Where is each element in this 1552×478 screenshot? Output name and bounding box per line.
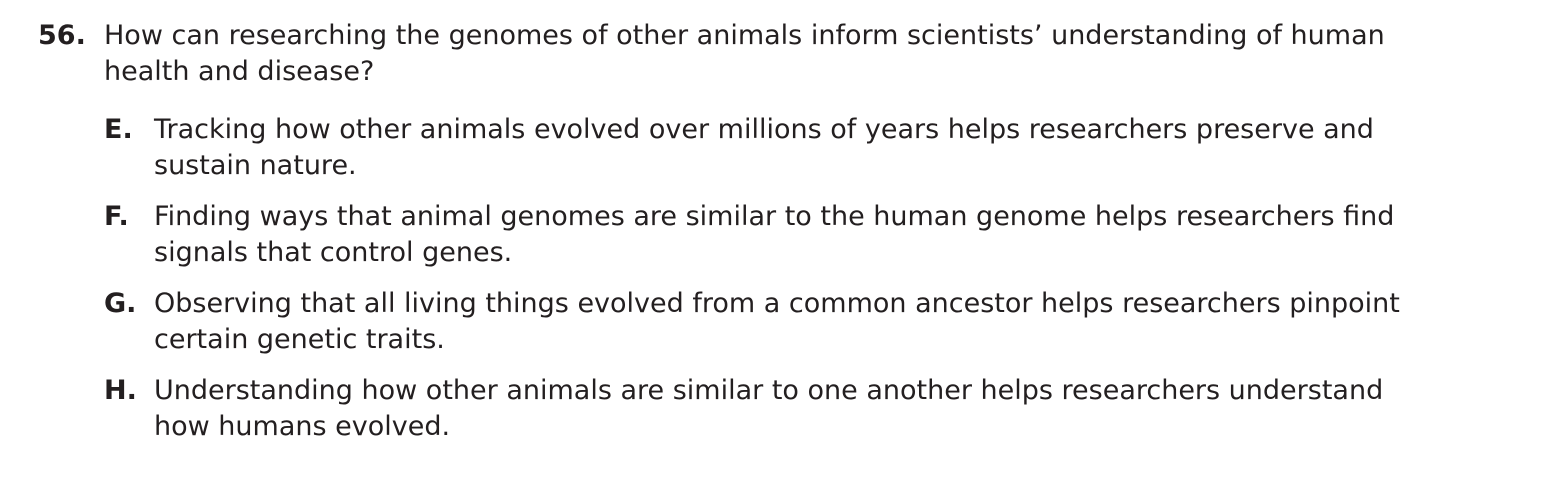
- choice-text-line-2: signals that control genes.: [154, 237, 513, 268]
- choice-g[interactable]: G. Observing that all living things evol…: [104, 286, 1518, 358]
- choice-letter: G.: [104, 288, 137, 319]
- question-stem: 56. How can researching the genomes of o…: [38, 18, 1518, 90]
- choice-text-line-1: Finding ways that animal genomes are sim…: [154, 201, 1395, 232]
- choice-text-line-2: how humans evolved.: [154, 411, 451, 442]
- question-text-line-2: health and disease?: [104, 56, 375, 87]
- choice-f[interactable]: F. Finding ways that animal genomes are …: [104, 199, 1518, 271]
- choice-text-line-2: certain genetic traits.: [154, 324, 445, 355]
- choice-text: Understanding how other animals are simi…: [154, 373, 1474, 445]
- choice-text: Tracking how other animals evolved over …: [154, 112, 1474, 184]
- choice-letter: F.: [104, 201, 129, 232]
- answer-choices: E. Tracking how other animals evolved ov…: [104, 112, 1518, 445]
- choice-text-line-1: Observing that all living things evolved…: [154, 288, 1400, 319]
- question-text: How can researching the genomes of other…: [104, 18, 1504, 90]
- choice-text: Finding ways that animal genomes are sim…: [154, 199, 1474, 271]
- choice-text-line-1: Tracking how other animals evolved over …: [154, 114, 1374, 145]
- choice-text-line-2: sustain nature.: [154, 150, 357, 181]
- choice-e[interactable]: E. Tracking how other animals evolved ov…: [104, 112, 1518, 184]
- choice-text: Observing that all living things evolved…: [154, 286, 1474, 358]
- choice-letter: H.: [104, 375, 137, 406]
- question-text-line-1: How can researching the genomes of other…: [104, 20, 1385, 51]
- question-number: 56.: [38, 20, 86, 51]
- choice-text-line-1: Understanding how other animals are simi…: [154, 375, 1384, 406]
- choice-letter: E.: [104, 114, 133, 145]
- choice-h[interactable]: H. Understanding how other animals are s…: [104, 373, 1518, 445]
- question-block: 56. How can researching the genomes of o…: [38, 18, 1518, 460]
